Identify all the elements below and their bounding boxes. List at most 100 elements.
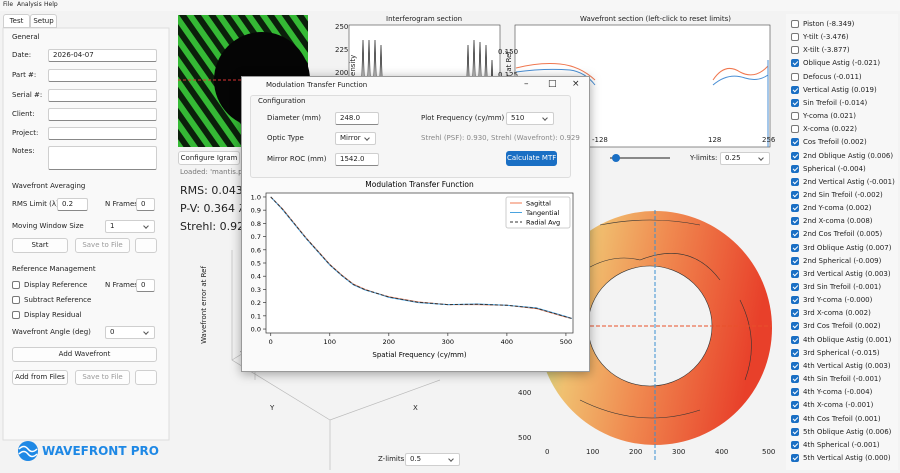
zernike-term: 4th Sin Trefoil (-0.001): [803, 375, 882, 384]
checkbox[interactable]: [791, 72, 799, 81]
field-label: Moving Window Size: [12, 222, 84, 230]
checkbox[interactable]: [791, 204, 799, 213]
plot-title: Wavefront section (left-click to reset l…: [580, 15, 731, 23]
text-input[interactable]: [48, 108, 157, 121]
axis-label: Y: [270, 404, 275, 412]
text-input[interactable]: 1542.0: [335, 153, 379, 166]
checkbox[interactable]: [791, 427, 799, 436]
checkbox[interactable]: [791, 190, 799, 199]
tab[interactable]: Test: [3, 14, 30, 28]
text-input[interactable]: 0: [136, 198, 155, 211]
text-input[interactable]: [48, 69, 157, 82]
zernike-term: 2nd Spherical (-0.009): [803, 256, 882, 265]
checkbox-label: Subtract Reference: [24, 296, 92, 304]
combo-box[interactable]: 510: [506, 112, 554, 125]
window-button[interactable]: □: [548, 79, 557, 89]
checkbox[interactable]: [12, 281, 20, 289]
checkbox[interactable]: [791, 164, 799, 173]
metric: RMS: 0.043: [180, 184, 243, 197]
zernike-term: 4th Cos Trefoil (0.001): [803, 414, 881, 423]
text-input[interactable]: 2026-04-07: [48, 49, 157, 62]
checkbox[interactable]: [791, 256, 799, 265]
checkbox[interactable]: [791, 138, 799, 147]
checkbox[interactable]: [12, 296, 20, 304]
button[interactable]: Save to File: [75, 370, 130, 385]
button[interactable]: Calculate MTF: [506, 151, 557, 166]
combo-box[interactable]: Mirror: [335, 132, 376, 145]
checkbox[interactable]: [791, 269, 799, 278]
checkbox[interactable]: [791, 230, 799, 239]
menu-item[interactable]: Help: [44, 1, 58, 8]
tab[interactable]: Setup: [30, 14, 57, 28]
text-input[interactable]: [48, 89, 157, 102]
combo-box[interactable]: 1: [105, 220, 155, 233]
menu-item[interactable]: File: [3, 1, 14, 8]
checkbox[interactable]: [791, 440, 799, 449]
zernike-term: 2nd Vertical Astig (-0.001): [803, 177, 895, 186]
checkbox[interactable]: [791, 46, 799, 55]
metric: P-V: 0.364 λ: [180, 202, 246, 215]
checkbox[interactable]: [791, 20, 799, 28]
window-button[interactable]: –: [524, 79, 529, 89]
x-tick-label: 300: [442, 338, 454, 346]
checkbox-label: Display Residual: [24, 311, 82, 319]
checkbox[interactable]: [791, 348, 799, 357]
slider-handle[interactable]: [612, 154, 620, 162]
tick-label: 200: [629, 448, 643, 456]
checkbox[interactable]: [791, 112, 799, 121]
field-label: Plot Frequency (cy/mm): [421, 114, 505, 122]
refresh-button[interactable]: [135, 370, 157, 385]
combo-box[interactable]: 0: [105, 326, 155, 339]
zernike-term: 4th X-coma (-0.001): [803, 401, 874, 410]
text-input[interactable]: 0: [136, 279, 155, 292]
checkbox[interactable]: [791, 33, 799, 42]
checkbox[interactable]: [791, 361, 799, 370]
checkbox[interactable]: [791, 98, 799, 107]
tick-label: 500: [762, 448, 776, 456]
zernike-term: 3rd Sin Trefoil (-0.001): [803, 283, 882, 291]
text-input[interactable]: 248.0: [335, 112, 379, 125]
metric: Strehl: 0.929: [180, 220, 252, 233]
checkbox[interactable]: [791, 335, 799, 344]
refresh-button[interactable]: [135, 238, 157, 253]
button[interactable]: Add from Files: [12, 370, 68, 385]
button[interactable]: Configure Igram: [178, 151, 240, 165]
button[interactable]: Save to File: [75, 238, 130, 253]
checkbox[interactable]: [791, 296, 799, 305]
checkbox[interactable]: [791, 388, 799, 397]
text-input[interactable]: 0.2: [57, 198, 88, 211]
zernike-term: Defocus (-0.011): [803, 72, 862, 81]
checkbox[interactable]: [791, 85, 799, 94]
checkbox[interactable]: [791, 177, 799, 186]
field-label: Y-limits:: [690, 154, 718, 162]
checkbox[interactable]: [791, 309, 799, 318]
checkbox[interactable]: [791, 283, 799, 291]
combo-box[interactable]: 0.5: [405, 453, 460, 466]
window-button[interactable]: ×: [572, 79, 580, 89]
checkbox[interactable]: [791, 59, 799, 68]
zernike-term: Oblique Astig (-0.021): [803, 59, 881, 68]
x-axis-label: Spatial Frequency (cy/mm): [372, 351, 466, 359]
zernike-term: X-coma (0.022): [803, 125, 857, 134]
checkbox[interactable]: [791, 322, 799, 331]
button[interactable]: Start: [12, 238, 68, 253]
menu-item[interactable]: Analysis: [17, 1, 42, 8]
tick-label: 0: [545, 448, 550, 456]
combo-box[interactable]: 0.25: [720, 152, 770, 165]
text-input[interactable]: [48, 127, 157, 140]
checkbox[interactable]: [791, 401, 799, 410]
checkbox[interactable]: [791, 414, 799, 423]
zernike-term: 5th Oblique Astig (0.006): [803, 427, 892, 436]
checkbox[interactable]: [791, 125, 799, 134]
tick-label: 250: [335, 23, 349, 31]
x-tick-label: 500: [560, 338, 572, 346]
checkbox[interactable]: [791, 217, 799, 226]
checkbox[interactable]: [791, 151, 799, 160]
zernike-term: 3rd Spherical (-0.015): [803, 348, 880, 357]
text-input[interactable]: [48, 146, 157, 170]
checkbox[interactable]: [791, 375, 799, 384]
checkbox[interactable]: [12, 311, 20, 319]
checkbox[interactable]: [791, 453, 799, 462]
button[interactable]: Add Wavefront: [12, 347, 157, 362]
checkbox[interactable]: [791, 243, 799, 252]
